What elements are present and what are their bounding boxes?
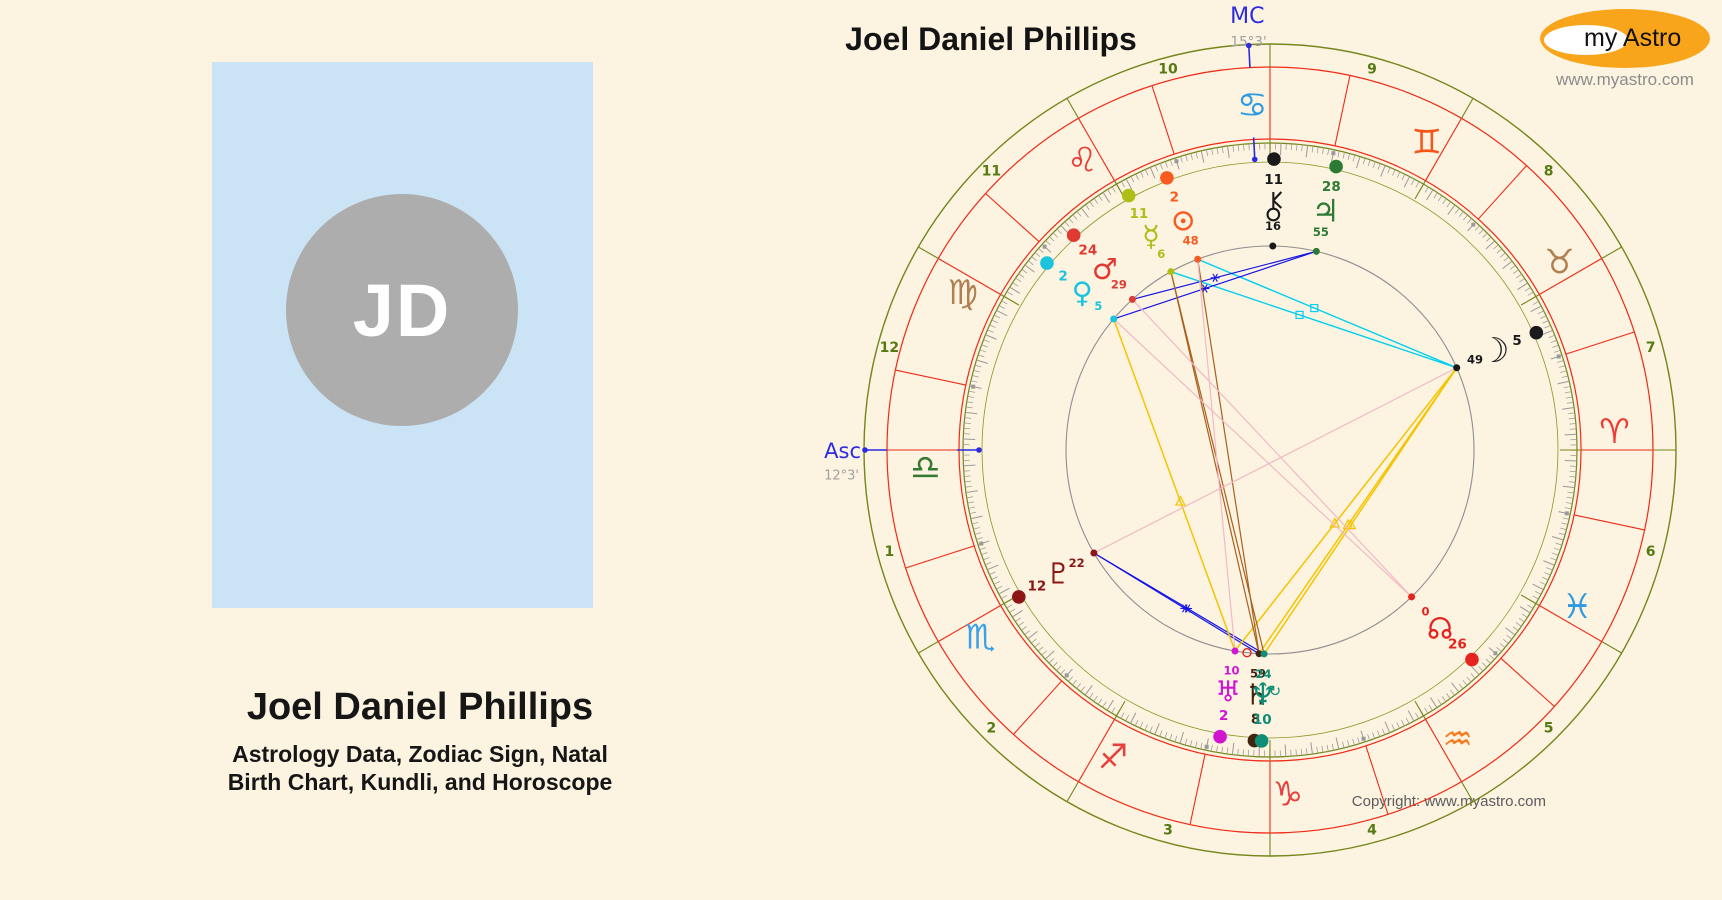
svg-text:♃: ♃ bbox=[1312, 193, 1340, 229]
chart-title: Joel Daniel Phillips bbox=[845, 21, 1137, 57]
house-number-1: 1 bbox=[885, 544, 895, 560]
planet-north-node: 26 0 bbox=[1408, 593, 1479, 667]
asc-axis: Asc 12°3' bbox=[824, 439, 982, 484]
house-number-9: 9 bbox=[1367, 61, 1377, 77]
house-number-4: 4 bbox=[1367, 823, 1377, 839]
planet-minute: 6 bbox=[1157, 247, 1165, 261]
sign-glyph-cancer: ♋ bbox=[1237, 85, 1267, 125]
sign-glyph-leo: ♌ bbox=[1067, 140, 1097, 180]
svg-text:♀: ♀ bbox=[1072, 276, 1093, 310]
planet-degree: 24 bbox=[1078, 243, 1097, 259]
asc-label: Asc bbox=[824, 439, 861, 463]
planet-jupiter: ♃28 55 bbox=[1312, 159, 1343, 255]
avatar-initials: JD bbox=[352, 268, 452, 352]
sign-glyph-gemini: ♊ bbox=[1412, 123, 1442, 163]
mc-label: MC bbox=[1230, 4, 1264, 29]
mc-degree: 15°3' bbox=[1231, 34, 1267, 50]
person-subtitle-line1: Astrology Data, Zodiac Sign, Natal bbox=[232, 741, 608, 767]
retrograde-mark: ↻ bbox=[1269, 682, 1282, 700]
sign-glyph-sagittarius: ♐ bbox=[1098, 737, 1128, 777]
mc-axis: MC 15°3' bbox=[1230, 4, 1267, 163]
planet-minute: 55 bbox=[1313, 225, 1329, 239]
house-number-2: 2 bbox=[987, 721, 997, 737]
copyright-text: Copyright: www.myastro.com bbox=[1351, 793, 1546, 810]
planet-moon: ☽ 5 49 bbox=[1453, 325, 1544, 372]
sign-glyph-virgo: ♍ bbox=[947, 273, 977, 313]
planet-chiron: 11 16 bbox=[1264, 152, 1283, 250]
logo-text-astro: Astro bbox=[1622, 24, 1682, 52]
house-number-8: 8 bbox=[1544, 163, 1554, 179]
planet-neptune: ♆10 24↻ bbox=[1249, 650, 1282, 748]
house-number-11: 11 bbox=[982, 163, 1001, 179]
planet-pluto: ♇12 22 bbox=[1012, 549, 1098, 604]
sign-glyph-pisces: ♓ bbox=[1562, 587, 1592, 627]
zodiac-signs: ♈ ♉ ♊ ♋ ♌ ♍ ♎ ♏ ♐ ♑ ♒ ♓ bbox=[910, 85, 1630, 814]
sign-glyph-scorpio: ♏ bbox=[965, 618, 995, 658]
planet-minute: 29 bbox=[1111, 278, 1127, 292]
asc-degree: 12°3' bbox=[824, 469, 859, 484]
planet-degree: 12 bbox=[1028, 578, 1047, 594]
planet-minute: 0 bbox=[1421, 604, 1429, 618]
planet-degree: 5 bbox=[1512, 333, 1521, 349]
planet-degree: 11 bbox=[1264, 172, 1283, 188]
person-name: Joel Daniel Phillips bbox=[246, 686, 594, 728]
planet-degree: 2 bbox=[1058, 269, 1067, 285]
planet-venus: ♀ 2 5 bbox=[1040, 256, 1118, 323]
planet-minute: 48 bbox=[1183, 234, 1199, 248]
planet-minute: 22 bbox=[1069, 556, 1085, 570]
aspect-lines bbox=[1093, 250, 1458, 658]
planet-degree: 2 bbox=[1219, 708, 1228, 724]
planet-degree: 26 bbox=[1448, 636, 1467, 652]
logo-white-ellipse bbox=[1544, 25, 1628, 55]
svg-text:☽: ☽ bbox=[1479, 331, 1509, 371]
planet-minute: 16 bbox=[1265, 219, 1281, 233]
house-number-5: 5 bbox=[1544, 721, 1554, 737]
planet-uranus: ♅2 10 bbox=[1213, 647, 1241, 744]
sign-glyph-aquarius: ♒ bbox=[1442, 720, 1472, 760]
degree-tick-ring bbox=[962, 142, 1578, 758]
sign-glyph-capricorn: ♑ bbox=[1273, 775, 1303, 815]
planet-minute: 10 bbox=[1224, 664, 1240, 678]
planet-minute: 5 bbox=[1094, 299, 1102, 313]
planet-minute: 59 bbox=[1250, 667, 1266, 681]
house-number-3: 3 bbox=[1163, 823, 1173, 839]
planet-degree: 10 bbox=[1253, 712, 1272, 728]
house-number-12: 12 bbox=[880, 340, 899, 356]
person-subtitle-line2: Birth Chart, Kundli, and Horoscope bbox=[227, 769, 613, 795]
planet-degree: 11 bbox=[1129, 206, 1148, 222]
myastro-logo[interactable]: my Astro bbox=[1540, 9, 1710, 68]
sign-glyph-libra: ♎ bbox=[910, 448, 940, 488]
planet-degree: 28 bbox=[1322, 179, 1341, 195]
sign-cusp-lines bbox=[895, 75, 1645, 825]
svg-text:♆: ♆ bbox=[1249, 677, 1277, 713]
svg-text:☿: ☿ bbox=[1142, 219, 1160, 253]
planet-mercury: ☿11 6 bbox=[1121, 188, 1175, 276]
svg-text:♇: ♇ bbox=[1046, 557, 1072, 591]
planet-sun: 2 48 bbox=[1160, 171, 1202, 263]
sign-glyph-taurus: ♉ bbox=[1544, 242, 1574, 282]
house-number-10: 10 bbox=[1158, 61, 1178, 77]
svg-text:♄: ♄ bbox=[1244, 678, 1270, 712]
planet-mars: ♂24 29 bbox=[1066, 228, 1136, 303]
house-number-7: 7 bbox=[1646, 340, 1656, 356]
planet-degree: 2 bbox=[1170, 190, 1179, 206]
avatar: JD bbox=[286, 194, 518, 426]
sign-glyph-aries: ♈ bbox=[1599, 412, 1629, 452]
logo-website-link[interactable]: www.myastro.com bbox=[1556, 70, 1694, 89]
planets: 248☽ 549☿116♀25♂2429♃2855♄859♅210♆1024↻♇1… bbox=[1012, 152, 1544, 748]
logo-text-my: my bbox=[1584, 24, 1618, 52]
planet-minute: 24 bbox=[1256, 667, 1272, 681]
person-subtitle: Astrology Data, Zodiac Sign, Natal Birth… bbox=[160, 740, 680, 796]
svg-text:♂: ♂ bbox=[1092, 252, 1118, 286]
house-number-6: 6 bbox=[1646, 544, 1656, 560]
planet-minute: 49 bbox=[1467, 353, 1483, 367]
planet-degree: 8 bbox=[1251, 712, 1260, 728]
svg-text:♅: ♅ bbox=[1215, 674, 1241, 708]
logo-text: my Astro bbox=[1584, 24, 1681, 53]
